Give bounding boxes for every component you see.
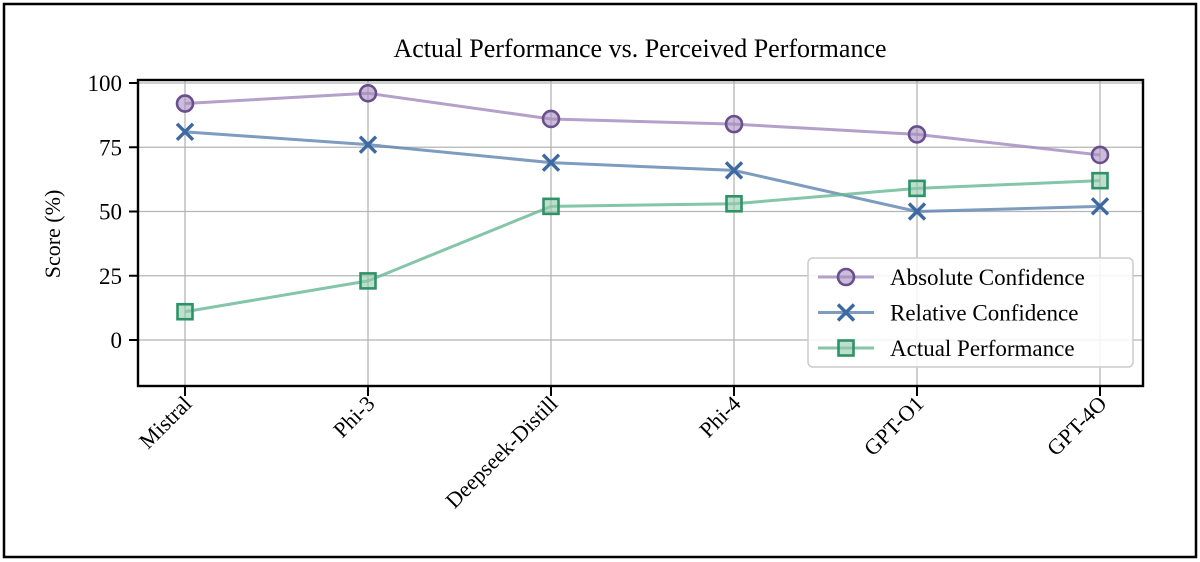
- square-marker: [1091, 171, 1109, 190]
- square-marker: [542, 197, 560, 216]
- circle-marker: [907, 125, 927, 144]
- legend-item-label: Relative Confidence: [890, 301, 1078, 326]
- y-tick-label: 75: [99, 135, 122, 160]
- series-layer: [175, 83, 1110, 321]
- square-marker: [725, 194, 743, 213]
- x-tick-label: Deepseek-Distill: [440, 391, 562, 513]
- axes-layer: [129, 78, 1145, 396]
- x-marker: [907, 202, 927, 221]
- x-tick-label: Mistral: [134, 391, 197, 454]
- circle-marker: [724, 114, 744, 134]
- circle-marker: [1090, 145, 1110, 165]
- x-marker: [358, 135, 378, 154]
- x-tick-label: Phi-4: [694, 391, 745, 442]
- series-line-x: [184, 130, 1101, 214]
- x-marker: [175, 122, 195, 142]
- x-tick-label: GPT-O1: [859, 391, 929, 461]
- square-marker: [908, 179, 926, 198]
- series-line-square: [184, 179, 1101, 314]
- circle-marker: [175, 94, 195, 113]
- legend-layer: Absolute Confidence Relative Confidence Ac…: [807, 257, 1134, 368]
- square-marker: [176, 302, 194, 321]
- x-marker: [541, 153, 561, 172]
- y-axis-label: Score (%): [40, 190, 65, 279]
- series-line-circle: [184, 91, 1101, 157]
- x-marker: [724, 161, 744, 180]
- y-tick-label: 50: [99, 200, 122, 225]
- legend-box: [807, 257, 1134, 368]
- legend-x-marker: [836, 303, 856, 322]
- legend-item-label: Actual Performance: [890, 336, 1075, 361]
- x-tick-label: GPT-4O: [1042, 391, 1112, 461]
- y-tick-label: 0: [111, 328, 123, 353]
- y-tick-label: 25: [99, 264, 122, 289]
- y-tick-label: 100: [88, 71, 123, 96]
- plot-frame: [136, 78, 1145, 388]
- x-tick-label: Phi-3: [328, 391, 379, 442]
- x-marker: [1090, 197, 1110, 216]
- legend-square-marker: [837, 339, 855, 357]
- legend-circle-marker: [836, 267, 856, 287]
- chart-title: Actual Performance vs. Perceived Perform…: [393, 34, 886, 63]
- circle-marker: [541, 109, 561, 129]
- square-marker: [359, 272, 377, 290]
- legend-item-label: Absolute Confidence: [890, 265, 1085, 290]
- circle-marker: [358, 83, 378, 103]
